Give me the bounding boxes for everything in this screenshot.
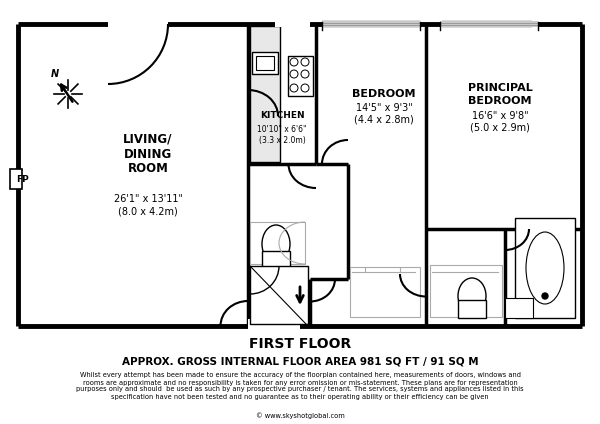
Text: (4.4 x 2.8m): (4.4 x 2.8m) — [354, 115, 414, 125]
Bar — [515, 218, 575, 318]
Bar — [275, 17, 310, 27]
Bar — [248, 319, 300, 329]
Bar — [250, 266, 308, 324]
Bar — [458, 300, 486, 318]
Bar — [108, 17, 168, 27]
Bar — [250, 222, 305, 264]
Bar — [255, 55, 275, 71]
Text: (3.3 x 2.0m): (3.3 x 2.0m) — [259, 136, 305, 145]
Bar — [288, 56, 313, 96]
Bar — [505, 298, 533, 318]
Bar — [10, 169, 22, 189]
Text: KITCHEN: KITCHEN — [260, 112, 304, 120]
Bar — [18, 24, 582, 326]
Text: BEDROOM: BEDROOM — [468, 96, 532, 106]
Text: BEDROOM: BEDROOM — [352, 89, 416, 99]
Text: © www.skyshotglobal.com: © www.skyshotglobal.com — [256, 413, 344, 419]
Bar — [250, 26, 280, 162]
Text: APPROX. GROSS INTERNAL FLOOR AREA 981 SQ FT / 91 SQ M: APPROX. GROSS INTERNAL FLOOR AREA 981 SQ… — [122, 357, 478, 367]
Text: 16'6" x 9'8": 16'6" x 9'8" — [472, 111, 529, 121]
Bar — [440, 21, 538, 27]
Text: PRINCIPAL: PRINCIPAL — [467, 83, 532, 93]
Bar — [430, 265, 502, 317]
Text: FP: FP — [16, 175, 29, 184]
Text: 26'1" x 13'11": 26'1" x 13'11" — [113, 194, 182, 204]
Text: 10'10" x 6'6": 10'10" x 6'6" — [257, 125, 307, 134]
Circle shape — [542, 293, 548, 299]
Text: Whilst every attempt has been made to ensure the accuracy of the floorplan conta: Whilst every attempt has been made to en… — [76, 373, 524, 399]
Ellipse shape — [458, 278, 486, 314]
Bar — [350, 267, 420, 317]
Text: (8.0 x 4.2m): (8.0 x 4.2m) — [118, 206, 178, 216]
Bar — [322, 20, 420, 28]
Bar — [262, 251, 290, 267]
Text: 14'5" x 9'3": 14'5" x 9'3" — [356, 103, 412, 113]
Bar — [252, 52, 278, 74]
Bar — [256, 56, 274, 70]
Text: N: N — [51, 69, 59, 79]
Ellipse shape — [262, 225, 290, 263]
Text: (5.0 x 2.9m): (5.0 x 2.9m) — [470, 123, 530, 133]
Text: FIRST FLOOR: FIRST FLOOR — [249, 337, 351, 351]
Bar — [322, 21, 420, 27]
Ellipse shape — [526, 232, 564, 304]
Text: LIVING/
DINING
ROOM: LIVING/ DINING ROOM — [124, 132, 173, 176]
Bar — [442, 20, 532, 28]
